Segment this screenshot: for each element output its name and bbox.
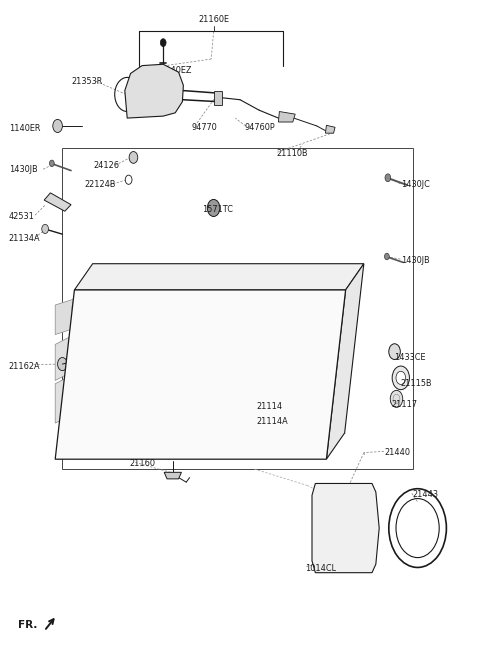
Polygon shape — [326, 264, 364, 459]
Circle shape — [160, 39, 166, 47]
Text: 21114A: 21114A — [257, 417, 288, 426]
Circle shape — [53, 119, 62, 133]
Circle shape — [389, 344, 400, 359]
Text: 94770: 94770 — [192, 123, 218, 132]
Circle shape — [58, 358, 67, 371]
Text: 21440: 21440 — [384, 448, 410, 457]
Text: FR.: FR. — [18, 620, 37, 630]
Text: 1140ER: 1140ER — [9, 124, 40, 133]
Circle shape — [318, 556, 327, 569]
Text: 21110B: 21110B — [276, 149, 308, 158]
Polygon shape — [214, 91, 222, 105]
Circle shape — [79, 367, 89, 380]
Polygon shape — [55, 292, 96, 335]
Circle shape — [141, 445, 147, 454]
Text: 21160E: 21160E — [198, 15, 229, 24]
Text: 21162A: 21162A — [9, 361, 40, 371]
Text: 94760P: 94760P — [245, 123, 276, 132]
Text: 1430JB: 1430JB — [9, 165, 37, 174]
Text: 24126: 24126 — [94, 161, 120, 170]
Circle shape — [79, 321, 89, 335]
Polygon shape — [278, 112, 295, 122]
Polygon shape — [55, 290, 346, 459]
Circle shape — [78, 300, 90, 316]
Circle shape — [316, 304, 322, 312]
Circle shape — [316, 350, 322, 358]
Polygon shape — [125, 64, 183, 118]
Text: 1430JB: 1430JB — [401, 256, 430, 265]
Text: 1014CL: 1014CL — [305, 564, 336, 573]
Circle shape — [285, 445, 291, 454]
Circle shape — [326, 502, 365, 554]
Circle shape — [227, 445, 234, 454]
Text: 1140EZ: 1140EZ — [160, 66, 192, 75]
Circle shape — [316, 403, 322, 411]
Text: 21117: 21117 — [391, 400, 417, 409]
Circle shape — [384, 253, 389, 260]
Circle shape — [356, 501, 363, 510]
Circle shape — [42, 224, 48, 234]
Circle shape — [396, 371, 406, 384]
Text: 21160: 21160 — [130, 459, 156, 468]
Circle shape — [385, 174, 391, 182]
Circle shape — [328, 546, 335, 556]
Circle shape — [321, 494, 371, 562]
Circle shape — [169, 445, 176, 454]
Text: 21353R: 21353R — [71, 77, 102, 86]
Circle shape — [269, 350, 274, 356]
Text: 1433CE: 1433CE — [394, 353, 425, 362]
Polygon shape — [55, 374, 74, 423]
Polygon shape — [74, 264, 364, 290]
Circle shape — [328, 501, 335, 510]
Circle shape — [316, 377, 322, 384]
Polygon shape — [325, 125, 335, 133]
Text: 21114: 21114 — [257, 402, 283, 411]
Text: 21443: 21443 — [413, 490, 439, 499]
Polygon shape — [164, 472, 181, 479]
Circle shape — [316, 429, 322, 437]
Circle shape — [215, 94, 220, 101]
Text: 42531: 42531 — [9, 212, 35, 221]
Polygon shape — [312, 483, 379, 573]
Circle shape — [356, 546, 363, 556]
Text: 1430JC: 1430JC — [401, 180, 430, 190]
Polygon shape — [55, 335, 74, 380]
Polygon shape — [44, 193, 71, 211]
Text: 21115B: 21115B — [401, 379, 432, 388]
Circle shape — [129, 152, 138, 163]
Circle shape — [256, 445, 263, 454]
Circle shape — [390, 390, 403, 407]
Circle shape — [316, 324, 322, 332]
Circle shape — [240, 428, 247, 438]
Bar — [62, 148, 413, 469]
Circle shape — [198, 445, 205, 454]
Circle shape — [207, 199, 220, 216]
Circle shape — [137, 350, 142, 356]
Text: 21134A: 21134A — [9, 234, 40, 243]
Circle shape — [125, 175, 132, 184]
Text: 22124B: 22124B — [84, 180, 115, 190]
Circle shape — [392, 366, 409, 390]
Text: 1571TC: 1571TC — [202, 205, 233, 215]
Circle shape — [49, 160, 54, 167]
Circle shape — [143, 79, 160, 102]
Circle shape — [204, 350, 209, 356]
Circle shape — [79, 344, 89, 358]
Circle shape — [240, 415, 247, 424]
